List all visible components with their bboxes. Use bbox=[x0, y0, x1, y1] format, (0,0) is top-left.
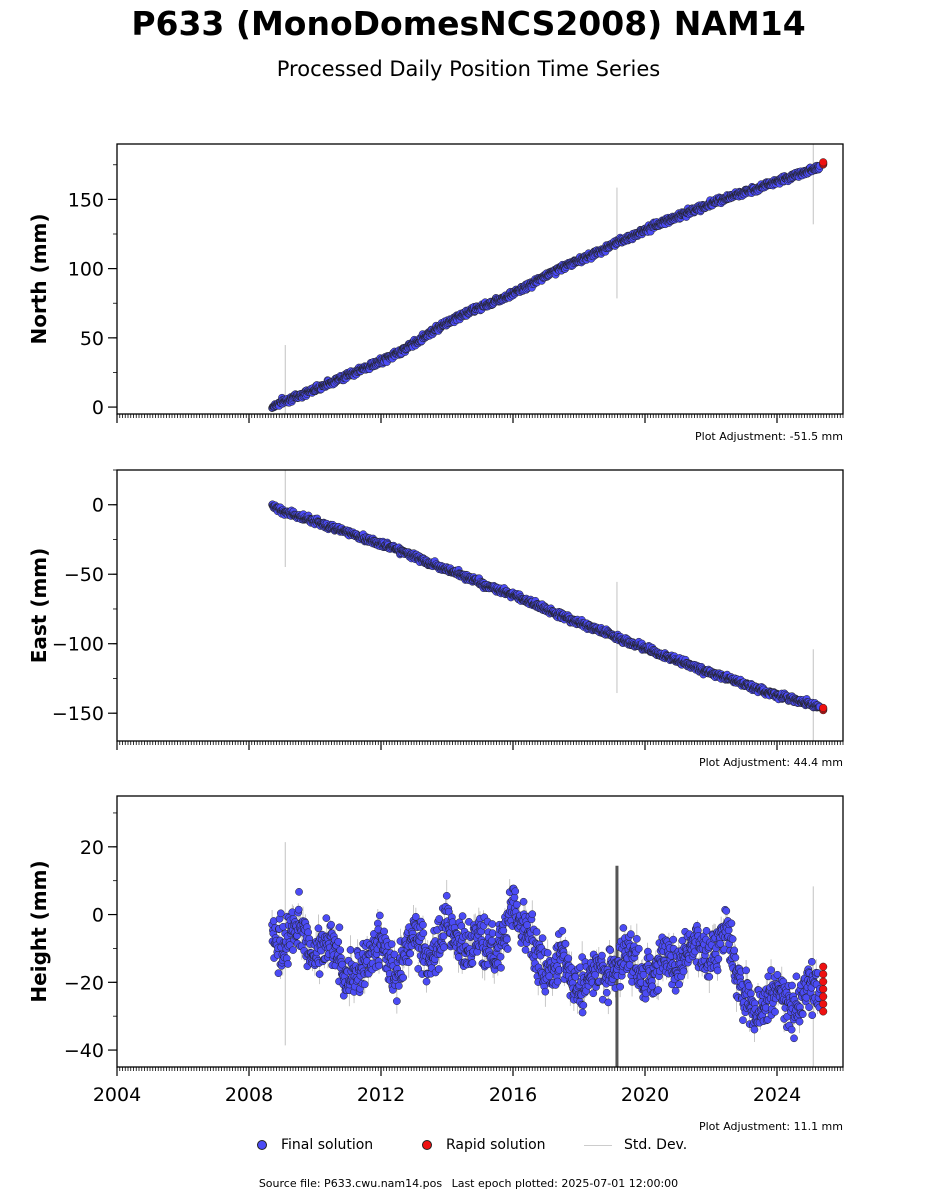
east-y-tick-label: −50 bbox=[64, 564, 104, 586]
east-axis-label: East (mm) bbox=[27, 548, 51, 664]
north-y-tick-label: 0 bbox=[92, 397, 104, 419]
east-axes-frame bbox=[116, 469, 844, 742]
east-y-tick-label: −150 bbox=[52, 703, 104, 725]
north-axes-frame bbox=[116, 143, 844, 415]
north-y-tick-label: 100 bbox=[68, 259, 104, 281]
east-y-tick-label: 0 bbox=[92, 495, 104, 517]
north-rapid-point bbox=[819, 158, 828, 167]
time-series-plot: 0 50 100 150 North (mm) 0 −50 −100 −150 East (mm)… bbox=[27, 143, 844, 1106]
east-rapid-point bbox=[819, 703, 828, 712]
chart-title: P633 (MonoDomesNCS2008) NAM14 bbox=[131, 4, 806, 43]
east-y-tick-label: −100 bbox=[52, 634, 104, 656]
north-y-tick-label: 50 bbox=[80, 328, 104, 350]
chart-subtitle: Processed Daily Position Time Series bbox=[276, 57, 661, 81]
north-y-tick-label: 150 bbox=[68, 189, 104, 211]
north-axis-label: North (mm) bbox=[27, 213, 51, 344]
